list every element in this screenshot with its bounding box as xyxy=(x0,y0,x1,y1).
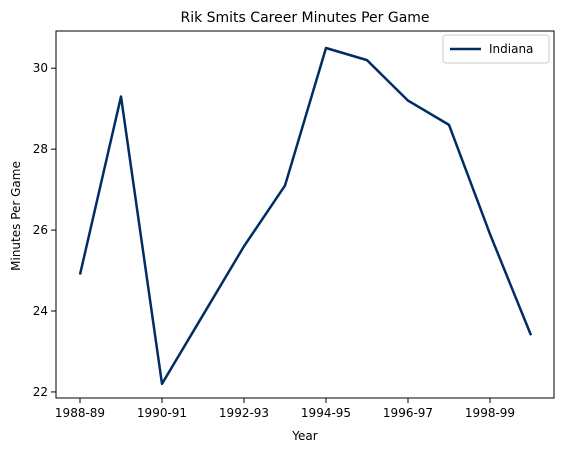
y-tick-label-30: 30 xyxy=(33,61,48,75)
legend-label-indiana: Indiana xyxy=(489,42,533,56)
x-tick-label-1996-97: 1996-97 xyxy=(383,406,433,420)
y-tick-label-28: 28 xyxy=(33,142,48,156)
y-tick-label-26: 26 xyxy=(33,223,48,237)
plot-frame xyxy=(55,30,555,399)
y-axis-title: Minutes Per Game xyxy=(9,161,23,271)
chart-title: Rik Smits Career Minutes Per Game xyxy=(180,10,429,26)
y-tick-label-22: 22 xyxy=(33,385,48,399)
plot-area: 22 24 26 28 30 1988-89 1990-91 1992-93 1994-95 19… xyxy=(33,30,555,420)
x-tick-label-1990-91: 1990-91 xyxy=(137,406,187,420)
x-tick-label-1988-89: 1988-89 xyxy=(55,406,105,420)
x-tick-label-1998-99: 1998-99 xyxy=(465,406,515,420)
x-tick-label-1992-93: 1992-93 xyxy=(219,406,269,420)
y-tick-label-24: 24 xyxy=(33,304,48,318)
x-tick-label-1994-95: 1994-95 xyxy=(301,406,351,420)
series-line-indiana xyxy=(78,46,533,386)
x-axis-title: Year xyxy=(291,429,317,443)
legend-box xyxy=(442,34,550,64)
legend: Indiana xyxy=(442,34,550,64)
